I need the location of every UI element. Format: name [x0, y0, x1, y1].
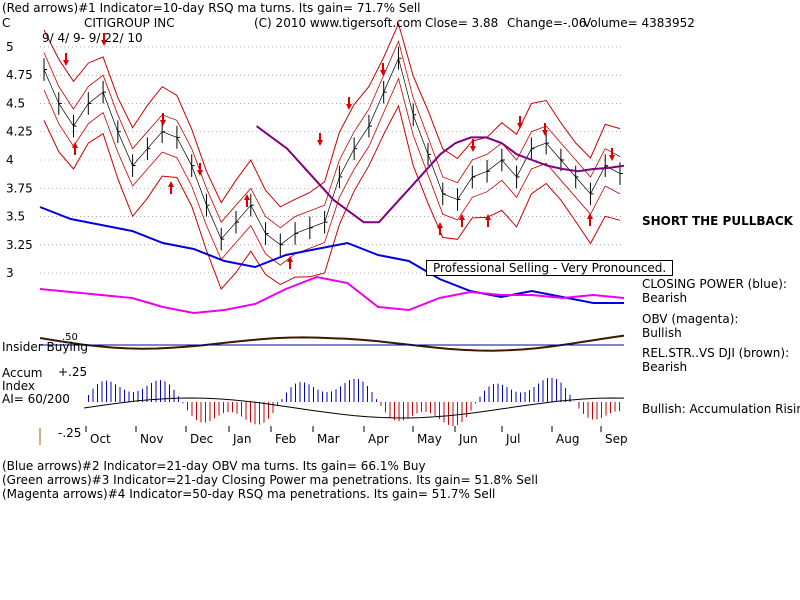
company-name: CITIGROUP INC [84, 16, 175, 30]
lower-band-line [43, 104, 621, 291]
close-price: Close= 3.88 [425, 16, 499, 30]
blue-arrow-indicator-caption: (Blue arrows)#2 Indicator=21-day OBV ma … [2, 459, 426, 473]
buy-arrow-icon [485, 214, 491, 220]
x-month-label: Aug [556, 432, 579, 446]
x-month-label: Apr [368, 432, 389, 446]
x-month-label: Oct [90, 432, 111, 446]
green-arrow-indicator-caption: (Green arrows)#3 Indicator=21-day Closin… [2, 473, 538, 487]
obv-line [39, 275, 625, 315]
sell-arrow-icon [346, 104, 352, 110]
upper-band-line [43, 22, 621, 208]
copyright-text: (C) 2010 www.tigersoft.com [254, 16, 422, 30]
relative-strength-line [39, 334, 625, 352]
accum-label-1: Accum [2, 366, 43, 380]
sell-arrow-icon [317, 140, 323, 146]
price-close-line [43, 57, 621, 246]
accum-label-3: AI= 60/200 [2, 392, 70, 406]
accum-ma-line [83, 397, 625, 419]
short-pullback-note: SHORT THE PULLBACK [642, 214, 793, 228]
ai-minus-axis-label: -.25 [58, 426, 82, 440]
x-month-label: May [417, 432, 442, 446]
closing-power-label: CLOSING POWER (blue): [642, 277, 787, 291]
y-tick-label: 3.75 [6, 181, 33, 195]
accum-status: Bullish: Accumulation Rising [642, 402, 800, 416]
buy-arrow-icon [168, 181, 174, 187]
relstr-axis-label: .50 [62, 332, 78, 343]
buy-arrow-icon [244, 194, 250, 200]
sell-arrow-icon [197, 170, 203, 176]
sell-arrow-icon [542, 130, 548, 136]
buy-arrow-icon [287, 256, 293, 262]
buy-arrow-icon [72, 142, 78, 148]
ticker-symbol: C [2, 16, 11, 30]
obv-status: Bullish [642, 326, 682, 340]
y-tick-label: 5 [6, 40, 14, 54]
x-month-label: Feb [275, 432, 296, 446]
relstr-label: REL.STR..VS DJI (brown): [642, 346, 790, 360]
professional-selling-note: Professional Selling - Very Pronounced. [426, 260, 674, 276]
inner-lower-band [43, 77, 621, 266]
x-month-label: Jan [232, 432, 252, 446]
x-month-label: Mar [317, 432, 340, 446]
closing-power-status: Bearish [642, 291, 688, 305]
sell-arrow-icon [160, 120, 166, 126]
y-tick-label: 4 [6, 153, 14, 167]
magenta-arrow-indicator-caption: (Magenta arrows)#4 Indicator=50-day RSQ … [2, 487, 496, 501]
y-tick-label: 4.5 [6, 96, 25, 110]
buy-arrow-icon [587, 213, 593, 219]
buy-arrow-icon [459, 214, 465, 220]
closing-power-line [39, 206, 624, 304]
sell-arrow-icon [101, 40, 107, 46]
buy-arrow-icon [437, 222, 443, 228]
sell-arrow-icon [380, 70, 386, 76]
sell-arrow-icon [63, 60, 69, 66]
x-month-label: Nov [140, 432, 163, 446]
accum-label-2: Index [2, 379, 36, 393]
date-range: 9/ 4/ 9- 9/ 22/ 10 [42, 31, 143, 45]
insider-buying-label: Insider Buying [2, 340, 88, 354]
ma-50-day-line [256, 125, 625, 224]
x-month-label: Sep [605, 432, 628, 446]
inner-upper-band [43, 40, 621, 229]
y-tick-label: 4.25 [6, 125, 33, 139]
volume: Volume= 4383952 [583, 16, 695, 30]
ai-plus-axis-label: +.25 [58, 365, 88, 379]
price-change: Change=-.06 [507, 16, 587, 30]
y-tick-label: 3.5 [6, 210, 25, 224]
sell-arrow-icon [609, 155, 615, 161]
y-tick-label: 4.75 [6, 68, 33, 82]
relstr-status: Bearish [642, 360, 688, 374]
y-tick-label: 3 [6, 266, 14, 280]
x-month-label: Jul [505, 432, 520, 446]
red-arrow-indicator-caption: (Red arrows)#1 Indicator=10-day RSQ ma t… [2, 1, 421, 15]
sell-arrow-icon [517, 123, 523, 129]
x-month-label: Dec [190, 432, 213, 446]
sell-arrow-icon [470, 146, 476, 152]
y-tick-label: 3.25 [6, 238, 33, 252]
x-month-label: Jun [458, 432, 478, 446]
obv-label: OBV (magenta): [642, 312, 739, 326]
